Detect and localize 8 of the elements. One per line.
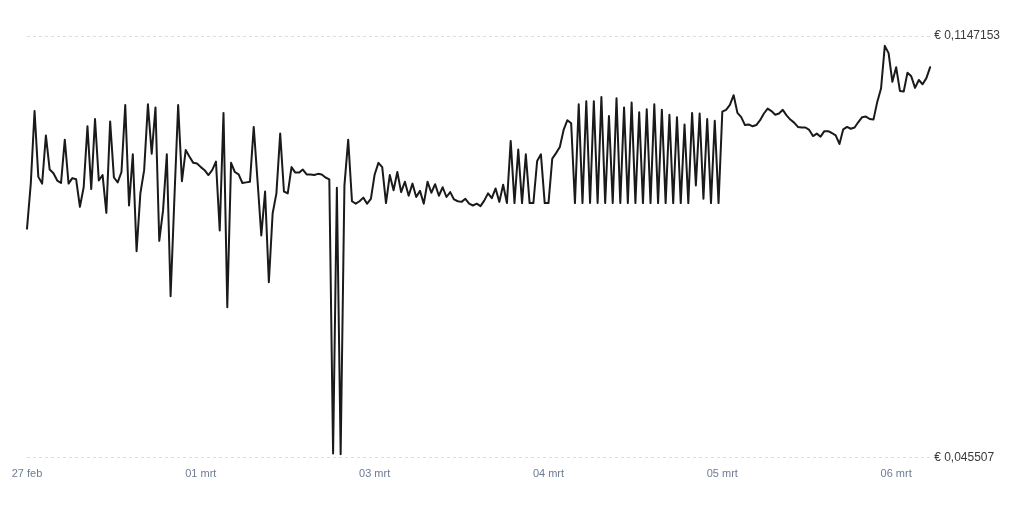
x-tick-label: 01 mrt <box>185 467 217 480</box>
x-tick-label: 05 mrt <box>706 467 738 480</box>
x-tick-label: 03 mrt <box>359 467 391 480</box>
x-tick-label: 04 mrt <box>532 467 565 480</box>
x-tick-label: 06 mrt <box>880 467 912 480</box>
x-tick-label: 27 feb <box>11 467 43 480</box>
y-tick-label: € 0,1147153 <box>934 28 1001 43</box>
y-tick-label: € 0,045507 <box>934 450 995 465</box>
